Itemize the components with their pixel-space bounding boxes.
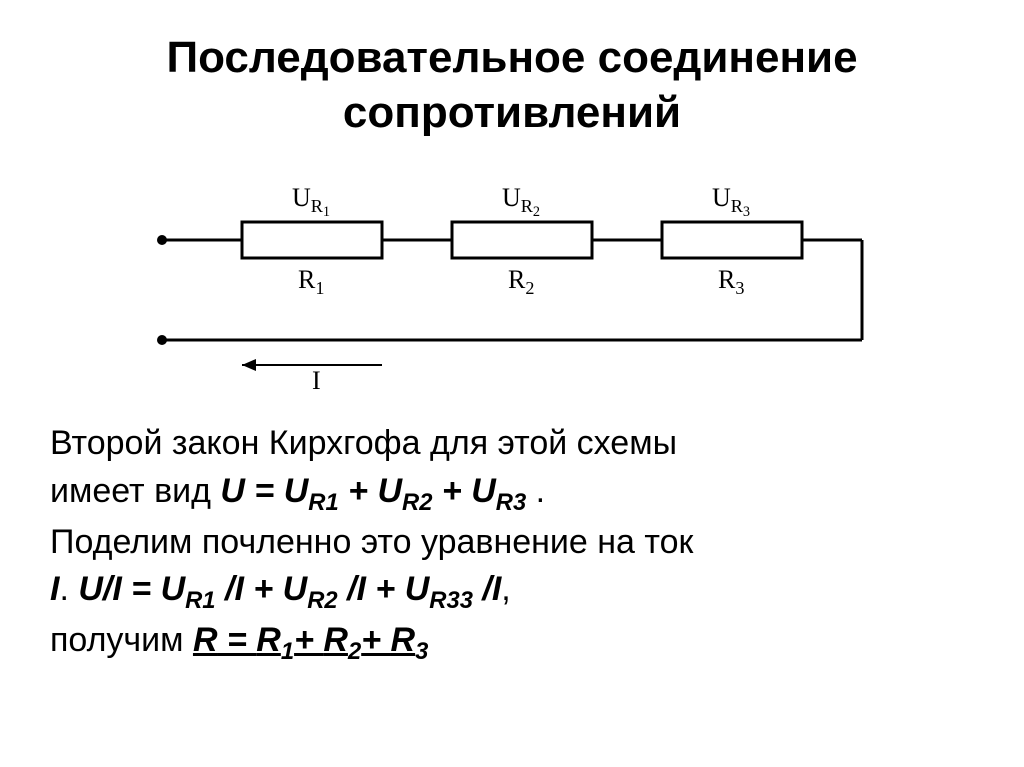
eq1-p2: + xyxy=(432,472,471,510)
p3a: получим xyxy=(50,621,193,659)
eq3-p1: + xyxy=(294,621,323,659)
eq2-s1: R1 xyxy=(185,587,215,614)
eq1-t2: U xyxy=(377,472,402,510)
eq3-t3: R xyxy=(391,621,416,659)
eq1-eq: = xyxy=(245,472,284,510)
eq2-eq: = xyxy=(122,570,161,608)
eq1-s1: R1 xyxy=(308,488,338,515)
svg-text:R1: R1 xyxy=(298,265,324,298)
eq2-sl3: /I xyxy=(473,570,501,608)
svg-text:R3: R3 xyxy=(718,265,744,298)
eq3-t1: R xyxy=(256,621,281,659)
svg-text:UR3: UR3 xyxy=(712,183,750,220)
eq2-s3: R33 xyxy=(429,587,473,614)
eq1-lhs: U xyxy=(220,472,245,510)
p1a: Второй закон Кирхгофа для этой схемы xyxy=(50,424,677,462)
p2b-dot: . xyxy=(59,570,78,608)
eq3-s1: 1 xyxy=(281,638,294,665)
eq3-s2: 2 xyxy=(348,638,361,665)
p1b: имеет вид xyxy=(50,472,220,510)
svg-text:UR1: UR1 xyxy=(292,183,330,220)
svg-text:R2: R2 xyxy=(508,265,534,298)
slide-title: Последовательное соединение сопротивлени… xyxy=(50,30,974,140)
eq3-lhs: R xyxy=(193,621,218,659)
title-line2: сопротивлений xyxy=(343,88,681,137)
title-line1: Последовательное соединение xyxy=(166,33,857,82)
eq1-t3: U xyxy=(471,472,496,510)
body-text: Второй закон Кирхгофа для этой схемы име… xyxy=(50,420,974,669)
eq3-p2: + xyxy=(361,621,390,659)
eq1-s2: R2 xyxy=(402,488,432,515)
eq2-s2: R2 xyxy=(307,587,337,614)
eq1-s3: R3 xyxy=(496,488,526,515)
svg-text:UR2: UR2 xyxy=(502,183,540,220)
eq3-eq: = xyxy=(218,621,257,659)
eq2-sl1: /I xyxy=(216,570,244,608)
svg-text:I: I xyxy=(312,366,321,390)
eq2-p2: + xyxy=(366,570,405,608)
p2a: Поделим почленно это уравнение на ток xyxy=(50,523,693,561)
eq2-lhs: U/I xyxy=(78,570,121,608)
eq2-p1: + xyxy=(244,570,283,608)
eq2-t2: U xyxy=(283,570,308,608)
circuit-diagram: UR1 R1 UR2 R2 UR3 R3 I xyxy=(122,160,902,390)
eq1-p1: + xyxy=(339,472,378,510)
eq1-t1: U xyxy=(284,472,309,510)
eq3-t2: R xyxy=(323,621,348,659)
eq3-s3: 3 xyxy=(415,638,428,665)
eq2-t1: U xyxy=(161,570,186,608)
eq2-sl2: /I xyxy=(338,570,366,608)
eq1-dot: . xyxy=(526,472,545,510)
eq2-comma: , xyxy=(501,570,510,608)
eq2-t3: U xyxy=(405,570,430,608)
